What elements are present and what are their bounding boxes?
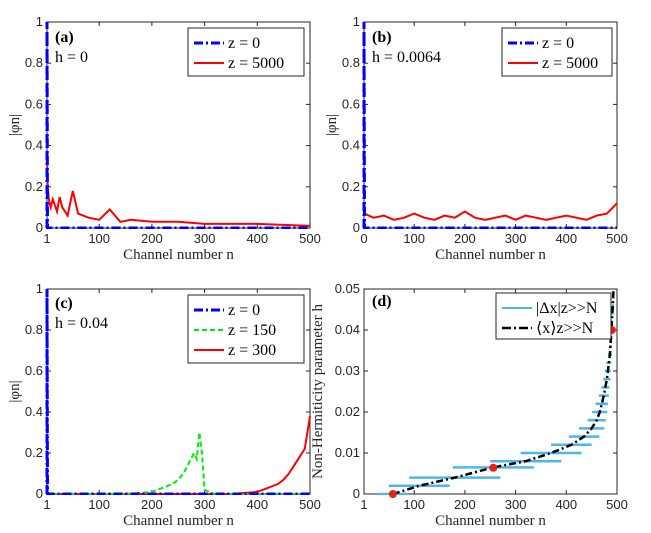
data-layer xyxy=(45,288,311,495)
y-tick-label: 1 xyxy=(36,14,43,29)
legend-label: ⟨x⟩z>>N xyxy=(536,320,594,337)
x-tick-label: 200 xyxy=(454,231,476,246)
legend-label: z = 5000 xyxy=(228,55,284,72)
series-line-1 xyxy=(45,21,310,229)
legend-label: z = 0 xyxy=(228,302,260,319)
y-tick-label: 0.04 xyxy=(335,322,360,337)
x-tick-label: 0 xyxy=(360,231,367,246)
data-layer xyxy=(362,21,618,229)
series-line-2 xyxy=(47,432,310,495)
x-tick-label: 100 xyxy=(403,497,425,512)
x-axis-label: Channel number n xyxy=(435,513,546,529)
series-line-1 xyxy=(45,288,310,495)
y-tick-label: 0 xyxy=(353,486,360,501)
x-tick-label: 300 xyxy=(505,497,527,512)
y-tick-label: 0.4 xyxy=(25,404,43,419)
chart-panel-1: 1 100 200 300 400 500 0 0.2 0.4 0.6 0.8 1 Channel nu… xyxy=(7,14,321,263)
y-tick-label: 0.8 xyxy=(25,322,43,337)
y-tick-label: 0.05 xyxy=(335,281,360,296)
y-tick-label: 0 xyxy=(36,220,43,235)
panel-label: (a) xyxy=(55,29,74,46)
legend-box xyxy=(501,27,613,77)
y-axis-label: |φn| xyxy=(324,114,340,136)
panel-annotation: h = 0.0064 xyxy=(372,49,441,66)
y-tick-label: 0 xyxy=(353,220,360,235)
y-tick-label: 0.4 xyxy=(25,138,43,153)
panel-label: (d) xyxy=(372,293,392,310)
x-tick-label: 400 xyxy=(246,231,268,246)
legend-label: z = 150 xyxy=(228,322,276,339)
x-tick-label: 300 xyxy=(194,497,216,512)
legend-label: z = 0 xyxy=(228,35,260,52)
x-tick-label: 400 xyxy=(555,497,577,512)
y-tick-label: 0.6 xyxy=(25,363,43,378)
data-layer xyxy=(45,21,311,229)
y-tick-label: 0 xyxy=(36,486,43,501)
y-axis-label: |φn| xyxy=(7,114,23,136)
x-tick-label: 200 xyxy=(141,497,163,512)
x-axis-label: Channel number n xyxy=(435,247,546,263)
highlight-point xyxy=(388,490,397,498)
y-tick-label: 0.6 xyxy=(25,96,43,111)
y-tick-label: 0.8 xyxy=(25,55,43,70)
legend-label: z = 5000 xyxy=(542,55,598,72)
x-tick-label: 300 xyxy=(194,231,216,246)
legend: z = 0 z = 5000 xyxy=(501,27,613,77)
x-tick-label: 400 xyxy=(555,231,577,246)
x-axis-label: Channel number n xyxy=(123,513,234,529)
x-axis-label: Channel number n xyxy=(123,247,234,263)
y-tick-label: 0.2 xyxy=(25,179,43,194)
x-tick-label: 1 xyxy=(360,497,367,512)
x-tick-label: 500 xyxy=(299,231,321,246)
y-tick-label: 1 xyxy=(36,281,43,296)
highlight-point xyxy=(489,463,498,472)
panel-annotation: h = 0 xyxy=(55,49,88,66)
x-tick-label: 100 xyxy=(403,231,425,246)
legend: |Δx|z>>N ⟨x⟩z>>N xyxy=(495,292,612,340)
legend-box xyxy=(495,292,612,340)
y-axis-label: Non-Hermiticity parameter h xyxy=(310,304,326,479)
x-tick-label: 200 xyxy=(141,231,163,246)
chart-panel-4: 1 100 200 300 400 500 0 0.01 0.02 0.03 0.04 0.05 Cha… xyxy=(310,281,628,529)
panel-label: (c) xyxy=(55,295,73,312)
y-tick-label: 0.2 xyxy=(25,445,43,460)
x-tick-label: 100 xyxy=(88,497,110,512)
x-tick-label: 200 xyxy=(454,497,476,512)
legend: z = 0 z = 5000 xyxy=(187,27,305,77)
x-tick-label: 1 xyxy=(43,231,50,246)
series-line-3 xyxy=(47,415,311,495)
legend-label: z = 300 xyxy=(228,342,276,359)
x-tick-label: 1 xyxy=(43,497,50,512)
x-tick-label: 400 xyxy=(246,497,268,512)
y-tick-label: 0.02 xyxy=(335,404,360,419)
x-tick-label: 100 xyxy=(88,231,110,246)
x-tick-label: 500 xyxy=(606,231,628,246)
y-tick-label: 0.4 xyxy=(342,138,360,153)
legend-label: z = 0 xyxy=(542,35,574,52)
chart-panel-2: 0 100 200 300 400 500 0 0.2 0.4 0.6 0.8 1 Channel nu… xyxy=(324,14,628,263)
series-line-1 xyxy=(362,21,617,229)
series-line-2 xyxy=(363,202,618,221)
y-tick-label: 0.2 xyxy=(342,179,360,194)
mean-curve xyxy=(392,288,615,495)
legend-box xyxy=(187,27,305,77)
y-tick-label: 0.6 xyxy=(342,96,360,111)
panel-annotation: h = 0.04 xyxy=(55,315,108,332)
y-tick-label: 0.01 xyxy=(335,445,360,460)
y-tick-label: 0.03 xyxy=(335,363,360,378)
x-tick-label: 500 xyxy=(606,497,628,512)
legend: z = 0 z = 150 z = 300 xyxy=(187,294,305,364)
chart-panel-3: 1 100 200 300 400 500 0 0.2 0.4 0.6 0.8 1 Channel nu… xyxy=(7,281,321,529)
y-tick-label: 0.8 xyxy=(342,55,360,70)
y-axis-label: |φn| xyxy=(7,380,23,402)
legend-box xyxy=(187,294,305,364)
panel-label: (b) xyxy=(372,29,392,46)
y-tick-label: 1 xyxy=(353,14,360,29)
series-line-2 xyxy=(46,151,311,227)
legend-label: |Δx|z>>N xyxy=(536,300,598,317)
x-tick-label: 300 xyxy=(505,231,527,246)
x-tick-label: 500 xyxy=(299,497,321,512)
